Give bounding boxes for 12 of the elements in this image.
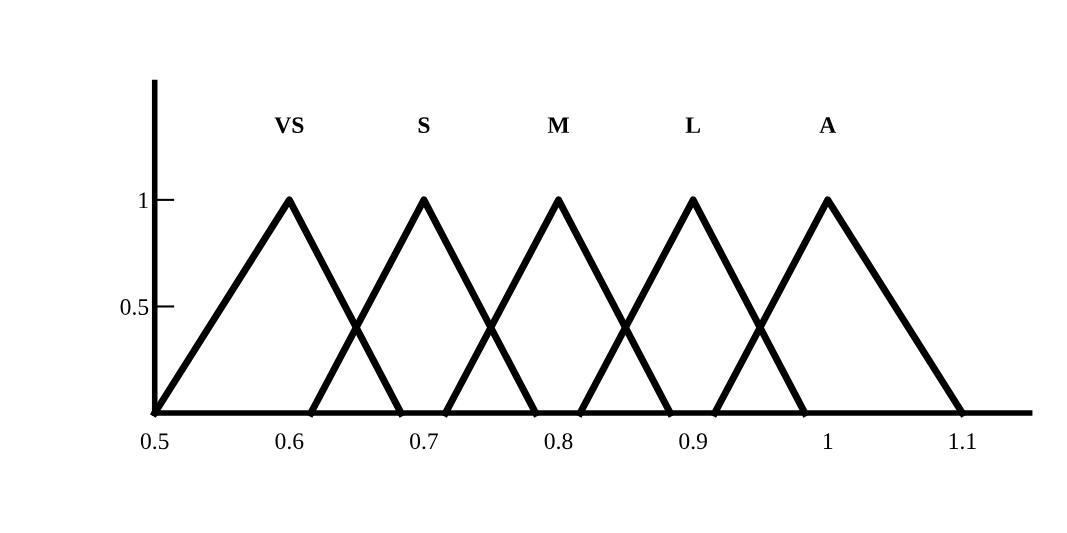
text: VS	[274, 117, 304, 134]
text: S	[418, 117, 430, 134]
x-tick-label: 1	[823, 433, 833, 449]
x-tick-label: 0.7	[410, 433, 439, 450]
x-tick-label: 0.5	[140, 433, 169, 450]
text: A	[819, 117, 837, 133]
x-tick-label: 0.9	[679, 433, 707, 450]
text: L	[685, 117, 701, 133]
text: M	[547, 117, 569, 133]
x-tick-label: 1.1	[949, 433, 976, 450]
x-tick-label: 0.6	[275, 433, 304, 450]
x-tick-label: 0.8	[544, 433, 573, 450]
